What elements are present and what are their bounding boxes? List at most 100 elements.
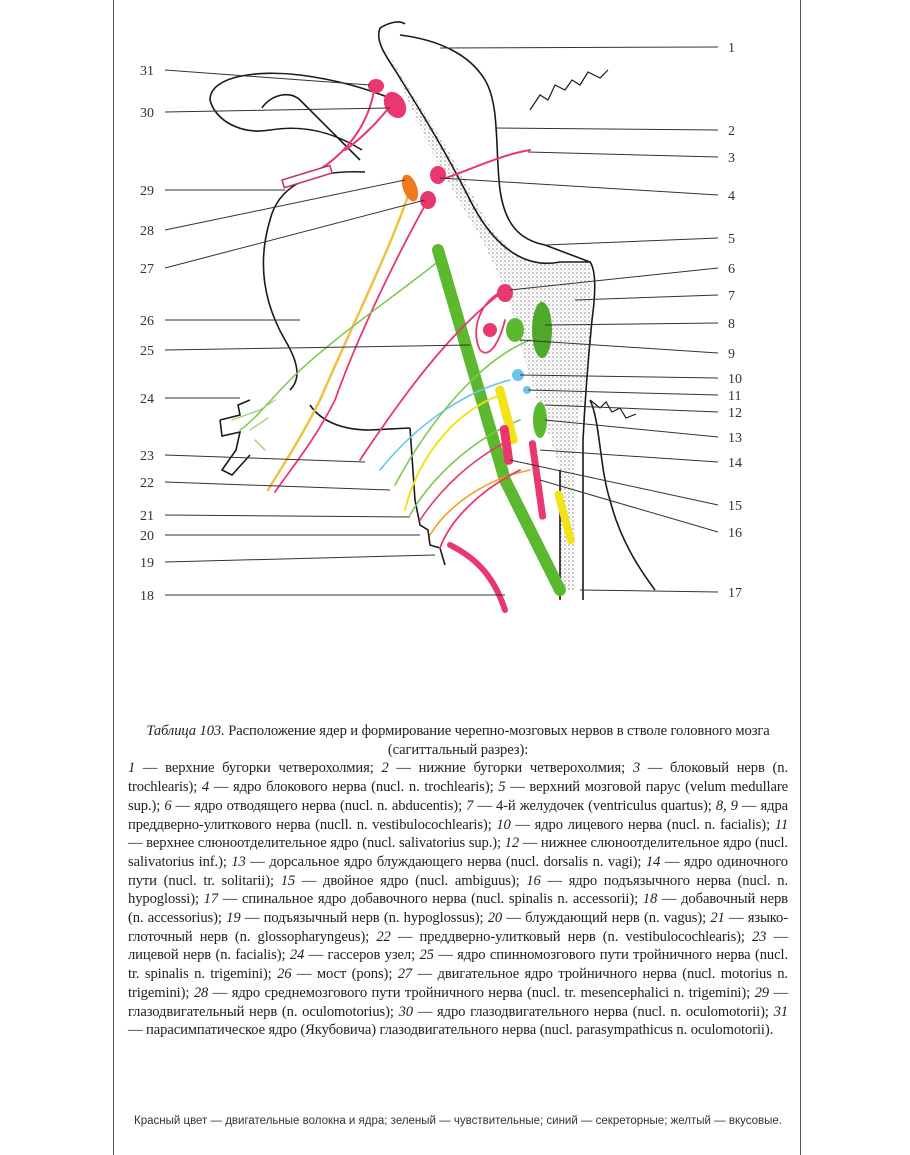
- color-legend: Красный цвет — двигательные волокна и яд…: [134, 1115, 782, 1127]
- nucleus-15: [499, 425, 514, 465]
- caption-item-number: 2: [381, 760, 389, 777]
- diagram-label: 20: [140, 529, 154, 544]
- caption-item: 11 — верхнее слюноотделительное ядро (nu…: [128, 816, 789, 852]
- mesencephalic-tract: [266, 188, 412, 492]
- leader-line: [164, 199, 426, 269]
- caption-item: 27 — двигательное ядро тройничного нерва…: [128, 966, 788, 1001]
- diagram-label: 13: [728, 431, 742, 446]
- nucleus-16: [528, 440, 547, 520]
- caption-item-number: 22: [376, 928, 391, 945]
- diagram-label: 22: [140, 476, 154, 491]
- diagram-label: 14: [728, 456, 742, 471]
- leader-line: [544, 237, 719, 246]
- caption-item-number: 24: [289, 947, 305, 964]
- leader-line: [494, 127, 719, 131]
- caption-item-number: 4: [201, 779, 210, 796]
- oculomotor-nerve-stump: [281, 164, 334, 189]
- leader-line: [509, 459, 719, 506]
- caption-item: 21 — языко-глоточный нерв (n. glossophar…: [128, 910, 788, 945]
- leader-line: [539, 479, 719, 533]
- caption-item: 28 — ядро среднемозгового пути тройнично…: [193, 984, 755, 1001]
- diagram-label: 31: [140, 64, 154, 79]
- caption-item: 20 — блуждающий нерв (n. vagus);: [487, 910, 711, 927]
- diagram-label: 29: [140, 184, 154, 199]
- caption-item-text: блуждающий нерв (n. vagus): [525, 910, 703, 927]
- leader-line: [439, 46, 719, 49]
- caption-item-number: 3: [632, 760, 641, 777]
- diagram-label: 18: [140, 589, 154, 604]
- leader-line: [164, 481, 391, 491]
- diagram-label: 24: [140, 392, 154, 407]
- caption-item: 25 — ядро спинномозгового пути тройнично…: [128, 947, 788, 983]
- caption-item-text: блоковый нерв (n. trochlearis): [128, 760, 789, 796]
- nucleus-9: [506, 318, 524, 342]
- leader-line: [519, 374, 719, 379]
- caption-item-text: преддверно-улитковый нерв (n. vestibuloc…: [419, 928, 741, 945]
- caption-item-text: 4-й желудочек (ventriculus quartus): [495, 797, 708, 814]
- caption-item-text: ядро лицевого нерва (nucl. n. facialis): [534, 816, 767, 833]
- diagram-label: 30: [140, 106, 154, 121]
- leader-line: [579, 589, 719, 593]
- caption-item-number: 16: [526, 872, 541, 889]
- leader-line: [164, 107, 391, 113]
- caption-item: 4 — ядро блокового нерва (nucl. n. troch…: [201, 779, 499, 796]
- caption-item-number: 12: [504, 835, 520, 852]
- leader-line: [164, 179, 406, 231]
- diagram-label: 17: [728, 586, 742, 601]
- caption-item: 14 — ядро одиночного пути (nucl. tr. sol…: [128, 853, 788, 889]
- caption-item-number: 21: [710, 910, 725, 927]
- leader-line: [574, 294, 719, 301]
- caption-item-number: 31: [773, 1003, 789, 1020]
- caption-item-number: 23: [751, 928, 767, 945]
- page-frame-left: [113, 0, 114, 1155]
- caption-item-text: двигательное ядро тройничного нерва (nuc…: [128, 966, 788, 1001]
- leader-line: [527, 151, 719, 158]
- caption-item: 12 — нижнее слюноотделительное ядро (nuc…: [128, 835, 788, 870]
- caption-item: 24 — гассеров узел;: [289, 947, 420, 964]
- leader-line: [439, 177, 719, 196]
- caption-item-number: 13: [231, 853, 246, 870]
- caption-item-number: 15: [280, 872, 296, 889]
- trochlear-nerve: [439, 149, 531, 181]
- caption-heading-text: Расположение ядер и формирование черепно…: [228, 723, 770, 758]
- diagram-label: 1: [728, 41, 735, 56]
- figure-caption: Таблица 103. Расположение ядер и формиро…: [128, 722, 788, 1040]
- caption-item-text: гассеров узел: [327, 947, 412, 964]
- caption-item-number: 28: [193, 984, 209, 1001]
- diagram-label: 3: [728, 151, 735, 166]
- caption-item: 16 — ядро подъязычного нерва (nucl. n. h…: [128, 872, 789, 908]
- caption-item-number: 27: [397, 966, 413, 983]
- nucleus-11: [512, 369, 524, 381]
- facial-loop: [359, 289, 506, 461]
- accessory-nerve: [447, 542, 508, 613]
- caption-items: 1 — верхние бугорки четверохолмия; 2 — н…: [128, 759, 788, 1040]
- diagram-label: 21: [140, 509, 154, 524]
- caption-item-number: 26: [277, 966, 292, 983]
- diagram-label: 26: [140, 314, 154, 329]
- caption-item-text: ядро среднемозгового пути тройничного не…: [231, 984, 747, 1001]
- diagram-label: 16: [728, 526, 742, 541]
- caption-item-text: двойное ядро (nucl. ambiguus): [323, 872, 516, 889]
- caption-item-number: 14: [645, 853, 661, 870]
- diagram-label: 8: [728, 317, 735, 332]
- caption-item: 19 — подъязычный нерв (n. hypoglossus);: [226, 910, 488, 927]
- caption-item-text: языко-глоточный нерв (n. glossopharyngeu…: [128, 910, 788, 945]
- caption-item-number: 20: [487, 910, 503, 927]
- caption-item-text: верхний мозговой парус (velum medullare …: [128, 779, 789, 814]
- diagram-label: 7: [728, 289, 735, 304]
- caption-item-number: 10: [496, 816, 511, 833]
- caption-item: 6 — ядро отводящего нерва (nucl. n. abdu…: [164, 797, 467, 814]
- leader-line: [164, 554, 436, 563]
- diagram-label: 25: [140, 344, 154, 359]
- leader-line: [519, 339, 719, 354]
- gasserian-ganglion: [231, 399, 276, 451]
- caption-item-number: 1: [128, 760, 136, 777]
- diagram-label: 19: [140, 556, 154, 571]
- caption-item-number: 11: [774, 816, 789, 833]
- caption-item-text: ядро отводящего нерва (nucl. n. abducent…: [194, 797, 459, 814]
- diagram-label: 9: [728, 347, 735, 362]
- caption-item: 18 — добавочный нерв (n. accessorius);: [128, 891, 788, 927]
- hypoglossal-fiber: [439, 469, 521, 549]
- caption-item: 2 — нижние бугорки четверохолмия;: [381, 760, 633, 777]
- diagram-label: 2: [728, 124, 735, 139]
